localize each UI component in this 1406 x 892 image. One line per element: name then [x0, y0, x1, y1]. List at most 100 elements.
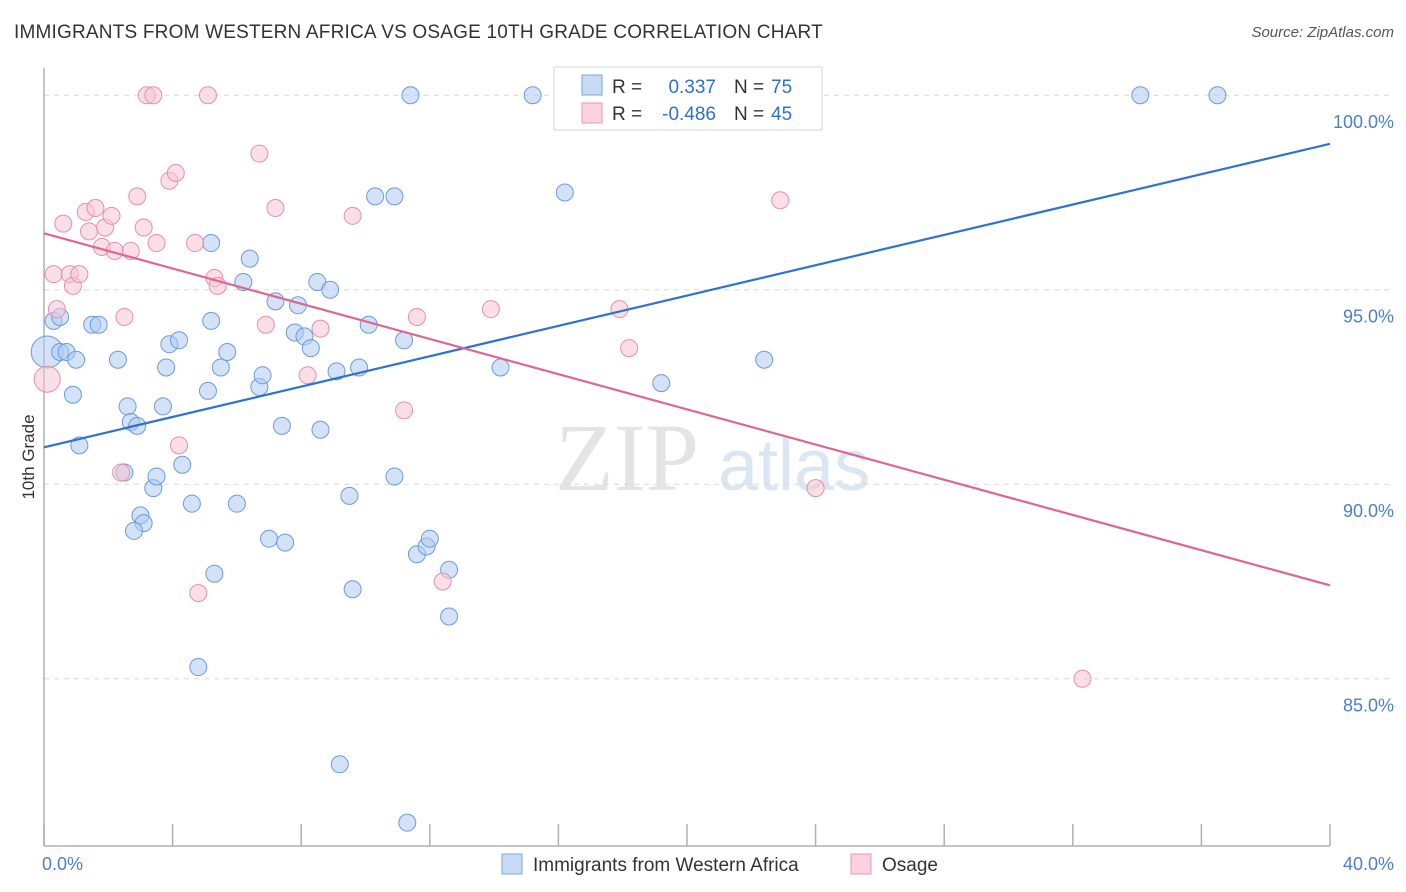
point-western-africa [253, 366, 272, 385]
point-western-africa [240, 249, 259, 268]
point-osage [86, 199, 105, 218]
point-western-africa [276, 533, 295, 552]
point-osage [144, 86, 163, 105]
point-osage [806, 479, 825, 498]
point-western-africa [125, 521, 144, 540]
point-western-africa [108, 350, 127, 369]
legend-n-label: N = [734, 77, 764, 98]
point-western-africa [153, 397, 172, 416]
point-osage [250, 144, 269, 163]
point-osage [433, 572, 452, 591]
x-tick-label-max: 40.0% [1343, 854, 1394, 874]
y-axis-title: 10th Grade [19, 414, 38, 499]
point-western-africa [173, 455, 192, 474]
point-western-africa [147, 467, 166, 486]
point-western-africa [366, 187, 385, 206]
point-western-africa [70, 436, 89, 455]
bottom-legend-label-blue: Immigrants from Western Africa [533, 855, 799, 876]
point-western-africa [202, 311, 221, 330]
point-osage [298, 366, 317, 385]
point-osage [147, 234, 166, 253]
point-western-africa [311, 420, 330, 439]
watermark: ZIP atlas [555, 404, 870, 511]
grid-lines [44, 94, 1392, 680]
point-western-africa [118, 397, 137, 416]
point-western-africa [189, 658, 208, 677]
point-western-africa [260, 529, 279, 548]
legend-r-value-pink: -0.486 [662, 104, 716, 125]
legend-swatch-blue [581, 74, 603, 96]
point-osage [44, 265, 63, 284]
point-osage [407, 307, 426, 326]
point-western-africa [211, 358, 230, 377]
point-western-africa [398, 813, 417, 832]
point-osage [198, 86, 217, 105]
trend-line-osage [43, 232, 1331, 587]
point-western-africa [227, 494, 246, 513]
point-western-africa [343, 580, 362, 599]
point-western-africa [652, 374, 671, 393]
point-osage [481, 300, 500, 319]
point-osage [771, 191, 790, 210]
point-osage [189, 584, 208, 603]
trend-lines [43, 142, 1331, 587]
point-western-africa [491, 358, 510, 377]
point-western-africa [272, 416, 291, 435]
y-tick-label: 95.0% [1343, 307, 1394, 327]
point-western-africa [63, 385, 82, 404]
point-western-africa [755, 350, 774, 369]
point-osage [186, 234, 205, 253]
bottom-legend-swatch-pink [850, 853, 872, 875]
chart-title: IMMIGRANTS FROM WESTERN AFRICA VS OSAGE … [14, 22, 823, 43]
legend-r-value-blue: 0.337 [668, 77, 716, 98]
point-western-africa [327, 362, 346, 381]
point-western-africa [205, 564, 224, 583]
point-osage [170, 436, 189, 455]
legend-swatch-pink [581, 102, 603, 124]
point-western-africa [385, 187, 404, 206]
x-tick-marks [43, 824, 1331, 846]
point-western-africa [170, 331, 189, 350]
chart-source: Source: ZipAtlas.com [1251, 24, 1394, 41]
point-osage [102, 206, 121, 225]
point-western-africa [202, 234, 221, 253]
trend-line-western-africa [43, 142, 1331, 449]
bottom-legend-label-pink: Osage [882, 855, 938, 876]
point-western-africa [401, 86, 420, 105]
point-western-africa [157, 358, 176, 377]
point-western-africa [1208, 86, 1227, 105]
y-tick-labels: 85.0% 90.0% 95.0% 100.0% [1333, 112, 1394, 716]
point-western-africa [385, 467, 404, 486]
point-western-africa [555, 183, 574, 202]
x-tick-label-min: 0.0% [42, 854, 83, 874]
point-osage [166, 164, 185, 183]
legend-n-value-blue: 75 [771, 77, 792, 98]
legend-r-label: R = [612, 104, 642, 125]
point-osage [47, 300, 66, 319]
legend-n-value-pink: 45 [771, 104, 792, 125]
point-osage [256, 315, 275, 334]
point-western-africa [1131, 86, 1150, 105]
point-osage [1073, 669, 1092, 688]
point-osage [395, 401, 414, 420]
point-osage [620, 339, 639, 358]
y-tick-label: 100.0% [1333, 112, 1394, 132]
point-osage [112, 463, 131, 482]
watermark-zip: ZIP [555, 404, 699, 511]
point-western-africa [440, 607, 459, 626]
point-western-africa [420, 529, 439, 548]
point-western-africa [321, 280, 340, 299]
point-western-africa [523, 86, 542, 105]
point-osage [266, 199, 285, 218]
point-western-africa [198, 381, 217, 400]
point-western-africa [182, 494, 201, 513]
bottom-legend-swatch-blue [501, 853, 523, 875]
legend-r-label: R = [612, 77, 642, 98]
y-tick-label: 85.0% [1343, 696, 1394, 716]
point-western-africa [340, 486, 359, 505]
point-osage [80, 222, 99, 241]
point-western-africa [301, 339, 320, 358]
point-western-africa [89, 315, 108, 334]
point-osage [70, 265, 89, 284]
